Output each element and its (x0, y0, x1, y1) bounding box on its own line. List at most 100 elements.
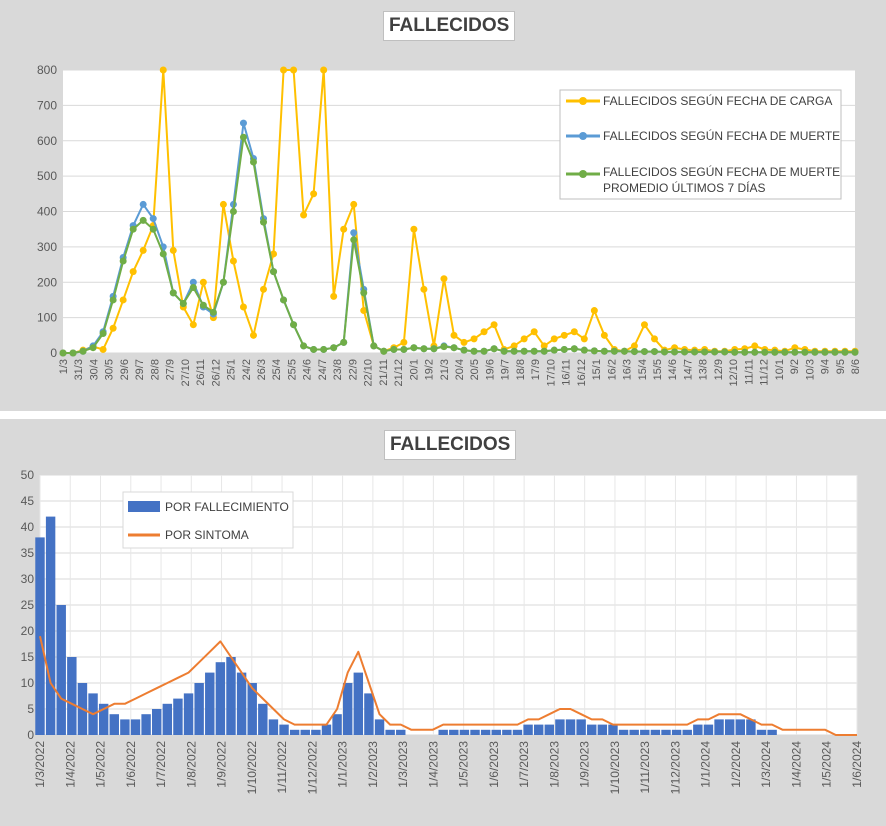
chart-1-title: FALLECIDOS (383, 11, 516, 41)
point-3 (360, 289, 368, 297)
point-3 (610, 347, 618, 355)
x-tick-label: 9/4 (820, 359, 832, 374)
point-3 (560, 345, 568, 353)
point-3 (671, 348, 679, 356)
y-tick-label: 35 (21, 546, 35, 560)
x-tick-label: 17/9 (530, 359, 542, 380)
point-1 (460, 338, 468, 346)
point-1 (560, 331, 568, 339)
bar-1 (247, 683, 257, 735)
x-tick-label: 30/4 (88, 359, 100, 380)
bar-1 (109, 714, 119, 735)
point-3 (189, 284, 197, 292)
point-3 (209, 308, 217, 316)
x-tick-label: 1/4/2024 (789, 741, 803, 788)
legend-label-promedio: FALLECIDOS SEGÚN FECHA DE MUERTE PROMEDI… (603, 164, 844, 195)
point-3 (330, 344, 338, 352)
x-tick-label: 19/6 (484, 359, 496, 380)
bar-1 (703, 724, 714, 735)
bar-1 (98, 703, 109, 735)
point-1 (249, 331, 257, 339)
point-1 (440, 275, 448, 283)
bar-1 (130, 719, 141, 735)
bar-1 (533, 724, 544, 735)
x-tick-label: 16/12 (576, 359, 588, 387)
point-3 (109, 296, 117, 304)
x-tick-label: 10/3 (804, 359, 816, 380)
bar-1 (661, 729, 671, 735)
x-tick-label: 1/3/2024 (759, 741, 773, 788)
x-tick-label: 1/7/2023 (517, 741, 531, 788)
bar-1 (152, 709, 162, 735)
point-1 (300, 211, 308, 219)
point-1 (450, 331, 458, 339)
point-3 (320, 345, 328, 353)
point-3 (791, 348, 799, 356)
bar-1 (183, 693, 194, 735)
point-3 (139, 216, 147, 224)
x-tick-label: 19/7 (500, 359, 512, 380)
point-3 (119, 257, 127, 265)
point-3 (400, 345, 408, 353)
x-tick-label: 26/12 (210, 359, 222, 387)
y-tick-label: 700 (37, 98, 57, 112)
x-tick-label: 1/7/2022 (154, 741, 168, 788)
bar-1 (608, 724, 618, 735)
x-tick-label: 1/12/2023 (668, 741, 682, 795)
x-tick-label: 14/7 (682, 359, 694, 380)
point-3 (430, 345, 438, 353)
bar-1 (502, 729, 512, 735)
point-1 (350, 200, 358, 208)
point-3 (590, 347, 598, 355)
x-tick-label: 15/4 (637, 359, 649, 380)
point-3 (59, 349, 67, 357)
point-3 (199, 301, 207, 309)
x-tick-label: 20/1 (408, 359, 420, 380)
bar-1 (396, 729, 406, 735)
point-2 (139, 200, 147, 208)
x-tick-label: 29/6 (119, 359, 131, 380)
point-1 (219, 200, 227, 208)
point-3 (410, 344, 418, 352)
point-3 (129, 225, 137, 233)
point-1 (239, 303, 247, 311)
x-tick-label: 1/5/2022 (94, 741, 108, 788)
point-1 (630, 342, 638, 350)
point-1 (751, 342, 759, 350)
point-1 (490, 321, 498, 329)
point-2 (239, 119, 247, 127)
point-3 (310, 345, 318, 353)
legend-label-sintoma: POR SINTOMA (165, 528, 249, 542)
x-tick-label: 8/6 (850, 359, 862, 374)
point-1 (470, 335, 478, 343)
x-tick-label: 20/4 (454, 359, 466, 380)
y-tick-label: 0 (50, 346, 57, 360)
x-tick-label: 16/11 (561, 359, 573, 386)
chart-1-legend: FALLECIDOS SEGÚN FECHA DE CARGA FALLECID… (559, 89, 844, 200)
point-3 (620, 347, 628, 355)
x-tick-label: 15/1 (591, 359, 603, 380)
point-1 (139, 246, 147, 254)
point-3 (520, 347, 528, 355)
bar-1 (714, 719, 724, 735)
bar-1 (756, 729, 767, 735)
x-tick-label: 1/11/2022 (275, 741, 289, 794)
bar-1 (618, 729, 629, 735)
x-tick-label: 31/3 (73, 359, 85, 380)
y-tick-label: 20 (21, 624, 35, 638)
x-tick-label: 16/2 (606, 359, 618, 380)
bar-1 (724, 719, 735, 735)
point-3 (550, 346, 558, 354)
point-3 (480, 347, 488, 355)
y-tick-label: 300 (37, 240, 57, 254)
bar-1 (194, 683, 204, 735)
x-tick-label: 1/9/2023 (578, 741, 592, 788)
point-1 (119, 296, 127, 304)
point-3 (731, 348, 739, 356)
x-tick-label: 24/6 (302, 359, 314, 380)
x-tick-label: 1/5/2024 (820, 741, 834, 788)
point-2 (350, 229, 358, 237)
x-tick-label: 10/1 (774, 359, 786, 380)
bar-1 (544, 724, 555, 735)
y-tick-label: 600 (37, 134, 57, 148)
